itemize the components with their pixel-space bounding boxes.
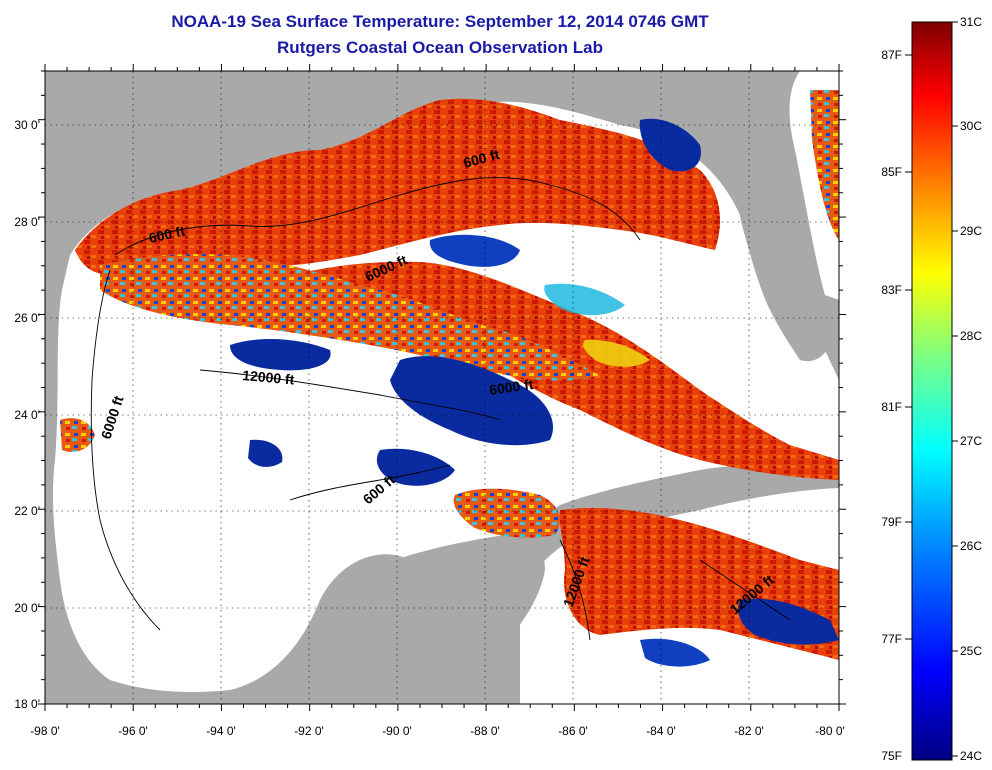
bathymetry-contours (90, 177, 791, 641)
sst-mixed-transition (100, 254, 600, 381)
sst-cold-south-patch (376, 448, 455, 486)
contour-label: 600 ft (147, 223, 186, 246)
y-tick-label: 24 0' (14, 408, 40, 422)
colorbar-celsius-label: 30C (960, 119, 982, 133)
contour-label: 12000 ft (242, 367, 296, 388)
x-tick-label: -84 0' (646, 724, 676, 738)
colorbar (911, 21, 953, 761)
sst-warm-atlantic (810, 90, 839, 240)
x-tick-label: -92 0' (294, 724, 324, 738)
yucatan-land (360, 534, 545, 704)
colorbar-celsius-label: 27C (960, 434, 982, 448)
y-tick-label: 28 0' (14, 215, 40, 229)
x-tick-label: -82 0' (734, 724, 764, 738)
x-tick-label: -86 0' (558, 724, 588, 738)
colorbar-fahrenheit-label: 75F (881, 749, 902, 763)
axis-tick-marks (38, 64, 846, 711)
y-tick-label: 20 0' (14, 601, 40, 615)
colorbar-ticks (905, 21, 958, 757)
colorbar-celsius-label: 24C (960, 749, 982, 763)
sst-cold-east-shelf (639, 118, 701, 172)
florida-land (720, 123, 835, 362)
map-title: NOAA-19 Sea Surface Temperature: Septemb… (171, 12, 709, 31)
sst-warm-yucatan-channel (453, 488, 560, 538)
sst-cold-central-1 (230, 338, 331, 371)
x-tick-label: -98 0' (30, 724, 60, 738)
sst-cold-west (248, 439, 283, 467)
sst-warm-northern-shelf (75, 98, 720, 275)
sst-warm-west-coast (60, 418, 95, 452)
sst-cold-caribbean (738, 598, 839, 645)
map-subtitle: Rutgers Coastal Ocean Observation Lab (277, 38, 603, 57)
colorbar-fahrenheit-label: 83F (881, 283, 902, 297)
graticule (45, 71, 839, 704)
x-tick-label: -88 0' (470, 724, 500, 738)
colorbar-celsius-label: 25C (960, 644, 982, 658)
x-tick-label: -80 0' (815, 724, 845, 738)
y-tick-label: 30 0' (14, 118, 40, 132)
x-tick-label: -96 0' (118, 724, 148, 738)
colorbar-fahrenheit-label: 87F (881, 48, 902, 62)
colorbar-fahrenheit-label: 81F (881, 400, 902, 414)
x-tick-label: -94 0' (206, 724, 236, 738)
sst-cold-central-2 (429, 234, 520, 267)
colorbar-fahrenheit-label: 85F (881, 165, 902, 179)
contour-label: 6000 ft (488, 376, 534, 398)
x-tick-label: -90 0' (382, 724, 412, 738)
colorbar-celsius-label: 26C (960, 539, 982, 553)
colorbar-celsius-label: 28C (960, 329, 982, 343)
sst-cyan-band (544, 283, 625, 316)
sst-cold-loop-region (390, 356, 554, 446)
sst-cold-cuba-south (640, 638, 710, 667)
colorbar-celsius-label: 31C (960, 15, 982, 29)
y-tick-label: 26 0' (14, 311, 40, 325)
y-tick-label: 18 0' (14, 697, 40, 711)
colorbar-fahrenheit-label: 77F (881, 632, 902, 646)
colorbar-fahrenheit-label: 79F (881, 515, 902, 529)
y-tick-label: 22 0' (14, 504, 40, 518)
sst-yellow-band (583, 339, 650, 367)
colorbar-celsius-label: 29C (960, 224, 982, 238)
